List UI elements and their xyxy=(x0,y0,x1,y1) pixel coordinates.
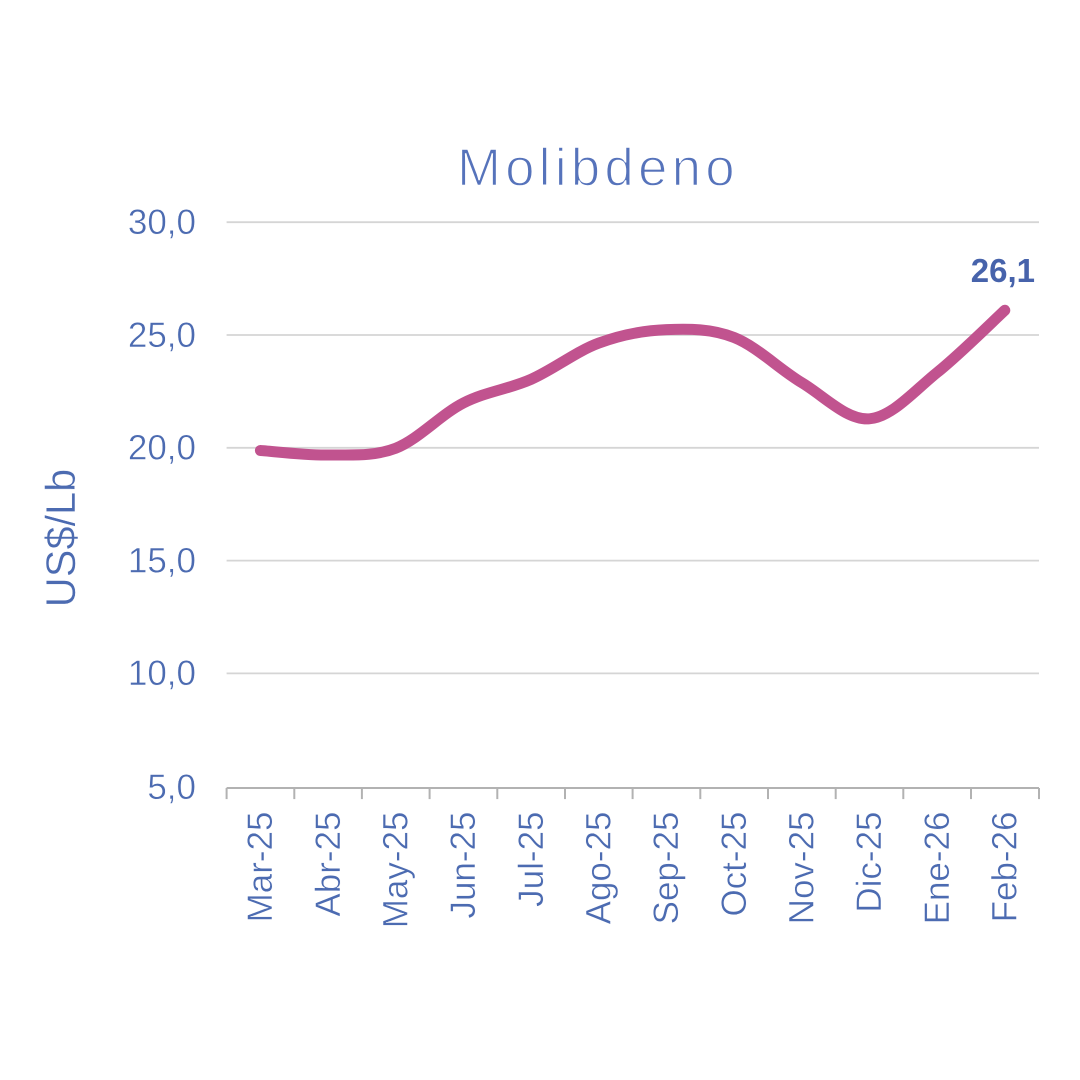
svg-text:Jun-25: Jun-25 xyxy=(444,812,483,919)
svg-text:Ago-25: Ago-25 xyxy=(580,812,619,925)
svg-text:10,0: 10,0 xyxy=(128,654,196,693)
svg-text:Oct-25: Oct-25 xyxy=(715,812,754,917)
svg-text:5,0: 5,0 xyxy=(147,768,196,807)
svg-text:Ene-26: Ene-26 xyxy=(918,812,957,925)
svg-text:30,0: 30,0 xyxy=(128,203,196,242)
svg-text:Nov-25: Nov-25 xyxy=(783,812,822,925)
svg-text:Feb-26: Feb-26 xyxy=(986,812,1025,923)
svg-text:Abr-25: Abr-25 xyxy=(309,812,348,917)
svg-text:26,1: 26,1 xyxy=(971,252,1035,289)
svg-text:May-25: May-25 xyxy=(377,812,416,929)
svg-text:Dic-25: Dic-25 xyxy=(850,812,889,913)
svg-text:Jul-25: Jul-25 xyxy=(512,812,551,907)
svg-text:20,0: 20,0 xyxy=(128,429,196,468)
svg-text:US$/Lb: US$/Lb xyxy=(37,469,84,607)
svg-text:15,0: 15,0 xyxy=(128,541,196,580)
svg-text:Sep-25: Sep-25 xyxy=(647,812,686,925)
svg-text:Mar-25: Mar-25 xyxy=(241,812,280,923)
svg-text:Molibdeno: Molibdeno xyxy=(457,139,739,198)
svg-text:25,0: 25,0 xyxy=(128,316,196,355)
